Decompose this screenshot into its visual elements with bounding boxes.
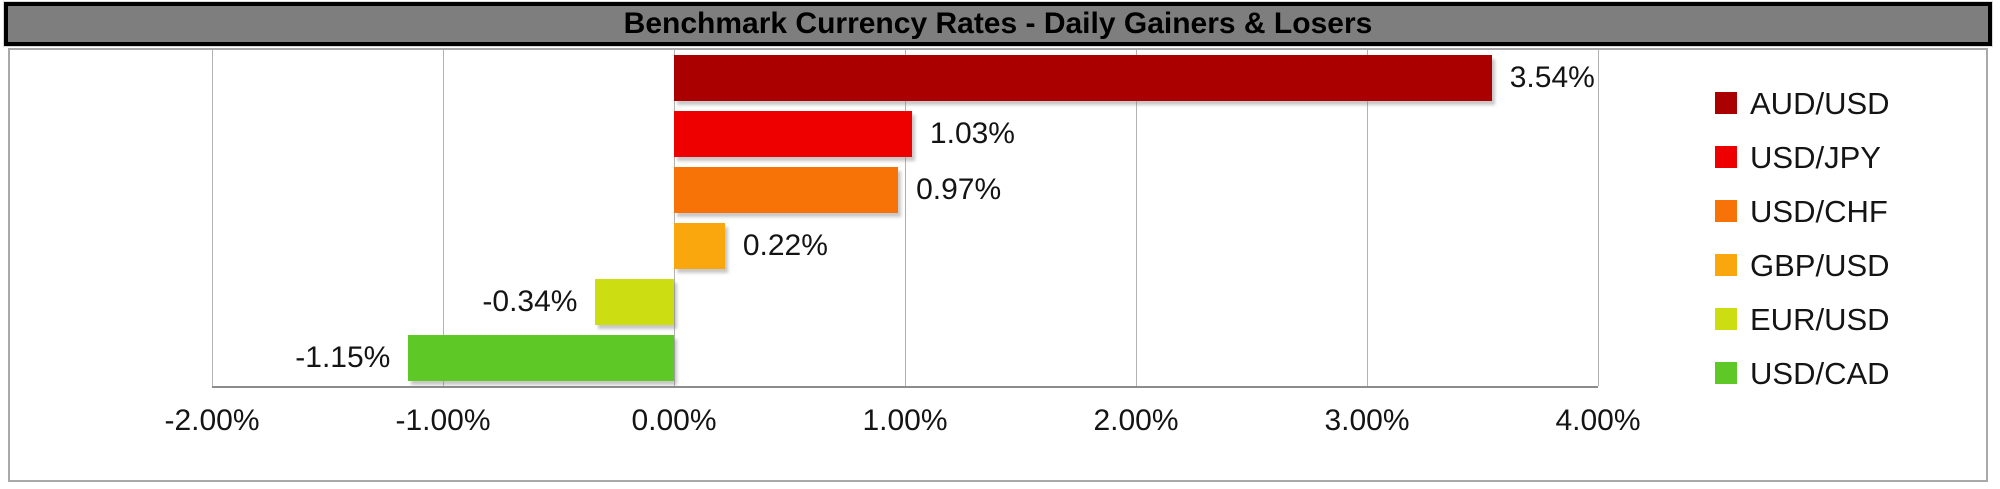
legend-swatch-icon bbox=[1715, 92, 1737, 114]
legend-label: GBP/USD bbox=[1750, 247, 1890, 283]
legend-label: EUR/USD bbox=[1750, 301, 1890, 337]
gridline bbox=[1367, 50, 1368, 386]
legend-label: USD/CHF bbox=[1750, 193, 1888, 229]
chart-title: Benchmark Currency Rates - Daily Gainers… bbox=[623, 7, 1373, 40]
legend-item-usd-jpy[interactable]: USD/JPY bbox=[1715, 130, 1890, 184]
bar-value-label: -0.34% bbox=[482, 284, 578, 318]
legend-item-usd-chf[interactable]: USD/CHF bbox=[1715, 184, 1890, 238]
bar-eur-usd[interactable] bbox=[595, 278, 674, 325]
legend-swatch-icon bbox=[1715, 200, 1737, 222]
gridline bbox=[1136, 50, 1137, 386]
legend-swatch-icon bbox=[1715, 146, 1737, 168]
bar-usd-jpy[interactable] bbox=[674, 110, 912, 157]
legend-label: AUD/USD bbox=[1750, 85, 1890, 121]
bar-value-label: 3.54% bbox=[1509, 61, 1595, 94]
legend-item-aud-usd[interactable]: AUD/USD bbox=[1715, 76, 1890, 130]
gridline bbox=[212, 50, 213, 386]
x-axis: -2.00% -1.00% 0.00% 1.00% 2.00% 3.00% 4.00% bbox=[164, 396, 1640, 440]
bar-usd-cad[interactable] bbox=[408, 335, 674, 381]
gridline bbox=[905, 50, 906, 386]
chart-title-bar: Benchmark Currency Rates - Daily Gainers… bbox=[4, 2, 1992, 46]
plot-area: 3.54% 1.03% 0.97% 0.22% -0.34% -1.15% bbox=[212, 50, 1599, 388]
bar-usd-chf[interactable] bbox=[674, 166, 899, 213]
gridline bbox=[674, 50, 675, 386]
x-tick-label: -2.00% bbox=[164, 404, 260, 437]
bar-value-label: -1.15% bbox=[295, 341, 391, 374]
bar-value-label: 0.22% bbox=[742, 229, 828, 262]
x-tick-label: 1.00% bbox=[862, 404, 948, 437]
x-tick-label: 4.00% bbox=[1555, 404, 1641, 437]
gridline bbox=[443, 50, 444, 386]
x-tick-label: 3.00% bbox=[1324, 404, 1410, 437]
x-tick-label: 0.00% bbox=[631, 404, 717, 437]
legend-swatch-icon bbox=[1715, 254, 1737, 276]
gridline bbox=[1598, 50, 1599, 386]
legend: AUD/USD USD/JPY USD/CHF GBP/USD EUR/USD USD/C… bbox=[1715, 76, 1890, 400]
legend-item-eur-usd[interactable]: EUR/USD bbox=[1715, 292, 1890, 346]
legend-label: USD/JPY bbox=[1750, 139, 1881, 175]
legend-swatch-icon bbox=[1715, 362, 1737, 384]
bar-value-label: 0.97% bbox=[916, 173, 1002, 206]
bar-aud-usd[interactable] bbox=[674, 55, 1492, 101]
legend-item-usd-cad[interactable]: USD/CAD bbox=[1715, 346, 1890, 400]
x-tick-label: 2.00% bbox=[1093, 404, 1179, 437]
x-tick-label: -1.00% bbox=[395, 404, 491, 437]
legend-item-gbp-usd[interactable]: GBP/USD bbox=[1715, 238, 1890, 292]
chart-body: 3.54% 1.03% 0.97% 0.22% -0.34% -1.15% -2.00% -… bbox=[8, 48, 1988, 482]
legend-label: USD/CAD bbox=[1750, 355, 1890, 391]
bar-value-label: 1.03% bbox=[929, 117, 1015, 150]
bar-gbp-usd[interactable] bbox=[674, 223, 725, 269]
legend-swatch-icon bbox=[1715, 308, 1737, 330]
